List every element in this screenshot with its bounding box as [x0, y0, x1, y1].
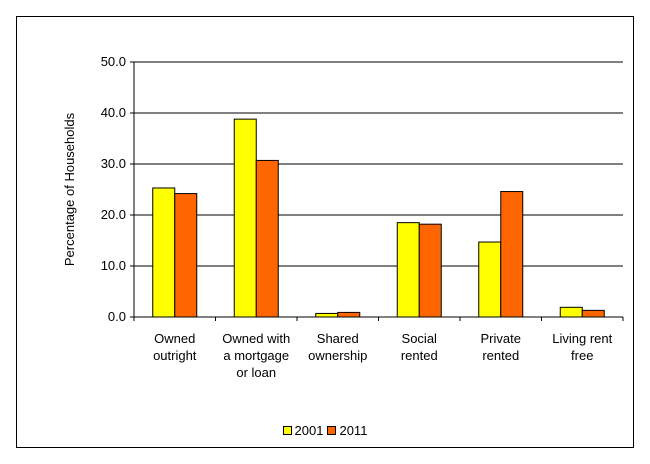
y-tick-label: 0.0: [108, 309, 126, 324]
x-category-label: Living rent: [552, 331, 612, 346]
x-category-label: rented: [482, 348, 519, 363]
legend-item-2001: 2001: [282, 423, 324, 438]
bar-2011: [581, 309, 605, 318]
legend: 2001 2011: [0, 423, 650, 438]
x-category-label: Social: [402, 331, 438, 346]
legend-label-2011: 2011: [339, 423, 368, 438]
y-tick-label: 10.0: [101, 258, 126, 273]
bar-2011: [255, 159, 279, 318]
x-category-label: rented: [401, 348, 438, 363]
bar-2001: [152, 187, 176, 318]
y-axis-title: Percentage of Households: [62, 112, 77, 266]
y-tick-label: 20.0: [101, 207, 126, 222]
bar-2001: [396, 222, 420, 318]
legend-swatch-2011: [327, 426, 337, 435]
y-tick-label: 50.0: [101, 54, 126, 69]
x-category-label: free: [571, 348, 593, 363]
bar-2001: [315, 312, 339, 318]
bar-2011: [337, 311, 361, 318]
x-category-label: Owned with: [222, 331, 290, 346]
x-category-label: a mortgage: [223, 348, 289, 363]
y-tick-label: 30.0: [101, 156, 126, 171]
x-category-label: or loan: [236, 365, 276, 380]
bar-2011: [418, 223, 442, 318]
x-category-label: Private: [481, 331, 521, 346]
bar-2001: [233, 118, 257, 318]
x-category-label: Owned: [154, 331, 195, 346]
x-category-label: Shared: [317, 331, 359, 346]
x-category-label: ownership: [308, 348, 367, 363]
bar-2001: [478, 241, 502, 318]
bar-2011: [500, 191, 524, 318]
y-tick-label: 40.0: [101, 105, 126, 120]
chart-frame: [16, 16, 634, 448]
legend-label-2001: 2001: [294, 423, 324, 438]
bar-2001: [559, 306, 583, 318]
legend-item-2011: 2011: [327, 423, 367, 438]
x-category-label: outright: [153, 348, 197, 363]
legend-swatch-2001: [282, 426, 292, 435]
bar-2011: [174, 193, 198, 318]
